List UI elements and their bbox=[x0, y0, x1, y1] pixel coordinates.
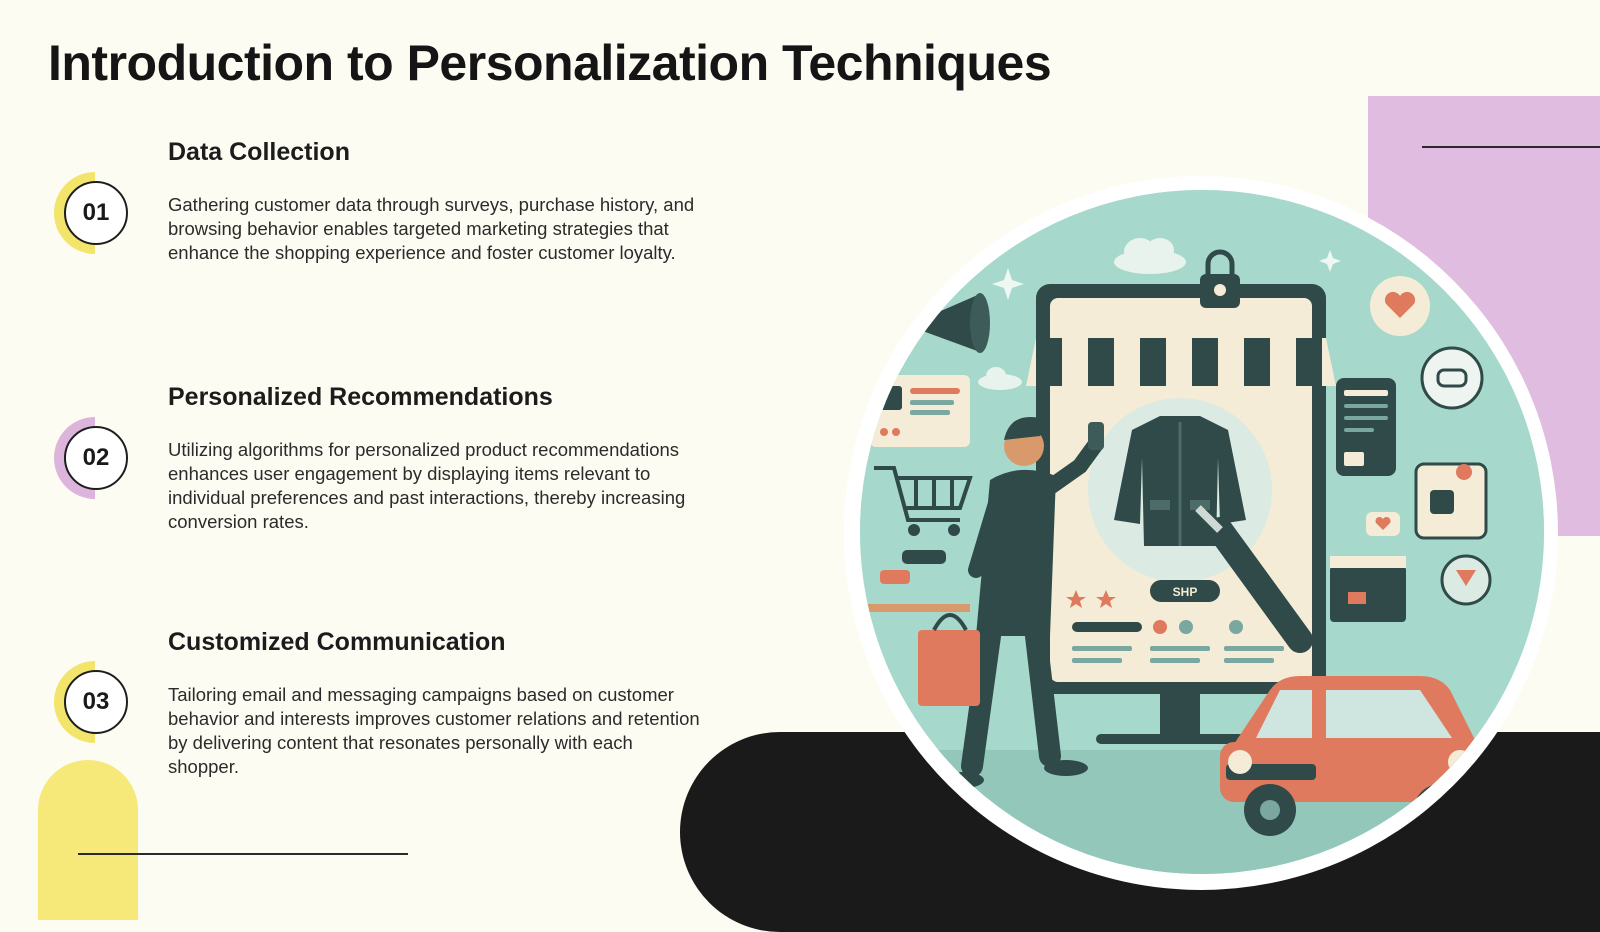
star-rating-icon bbox=[1066, 590, 1116, 608]
badge-number: 01 bbox=[64, 181, 128, 245]
cloud-icon bbox=[1114, 238, 1186, 274]
shopper-figure bbox=[918, 416, 1104, 788]
monitor-illustration: SHP bbox=[1026, 249, 1336, 744]
shopping-illustration: SHP bbox=[860, 190, 1544, 874]
item-heading: Personalized Recommendations bbox=[168, 383, 553, 411]
globe-icon bbox=[1440, 554, 1492, 606]
megaphone-icon bbox=[920, 293, 990, 353]
item-body: Utilizing algorithms for personalized pr… bbox=[168, 439, 686, 532]
car-icon bbox=[1220, 676, 1496, 836]
sparkle-icon bbox=[992, 250, 1341, 300]
shopping-cart-icon bbox=[874, 466, 973, 522]
item-heading: Data Collection bbox=[168, 138, 350, 166]
purple-decor-line bbox=[1422, 146, 1600, 148]
yellow-decor-shape bbox=[38, 760, 138, 920]
item-body: Gathering customer data through surveys,… bbox=[168, 194, 695, 263]
slide-title: Introduction to Personalization Techniqu… bbox=[48, 35, 1052, 91]
cloud-icon bbox=[978, 367, 1022, 390]
shoe-icon bbox=[880, 570, 910, 584]
badge-number: 03 bbox=[64, 670, 128, 734]
magnifier-icon bbox=[1195, 505, 1313, 653]
bottom-decor-line bbox=[78, 853, 408, 855]
chat-bubble-icon bbox=[1420, 346, 1484, 410]
shop-button-label: SHP bbox=[1173, 585, 1198, 599]
number-badge: 03 bbox=[54, 661, 136, 743]
badge-number: 02 bbox=[64, 426, 128, 490]
shopping-bag-icon bbox=[918, 613, 980, 706]
heart-bubble-icon bbox=[1366, 512, 1400, 536]
number-badge: 02 bbox=[54, 417, 136, 499]
slide: Introduction to Personalization Techniqu… bbox=[38, 35, 1600, 932]
heart-icon bbox=[1370, 276, 1430, 336]
shoe-icon bbox=[902, 550, 946, 564]
web-card-icon bbox=[870, 375, 970, 447]
clapperboard-icon bbox=[1330, 556, 1406, 622]
item-heading: Customized Communication bbox=[168, 628, 506, 656]
phone-card-icon bbox=[1336, 378, 1396, 476]
media-card-icon bbox=[1414, 462, 1488, 540]
number-badge: 01 bbox=[54, 172, 136, 254]
shopping-illustration-svg: SHP bbox=[860, 190, 1544, 874]
jacket-icon bbox=[1114, 416, 1246, 546]
item-body: Tailoring email and messaging campaigns … bbox=[168, 684, 700, 777]
shop-button bbox=[1150, 580, 1220, 602]
lock-icon bbox=[1200, 249, 1240, 308]
